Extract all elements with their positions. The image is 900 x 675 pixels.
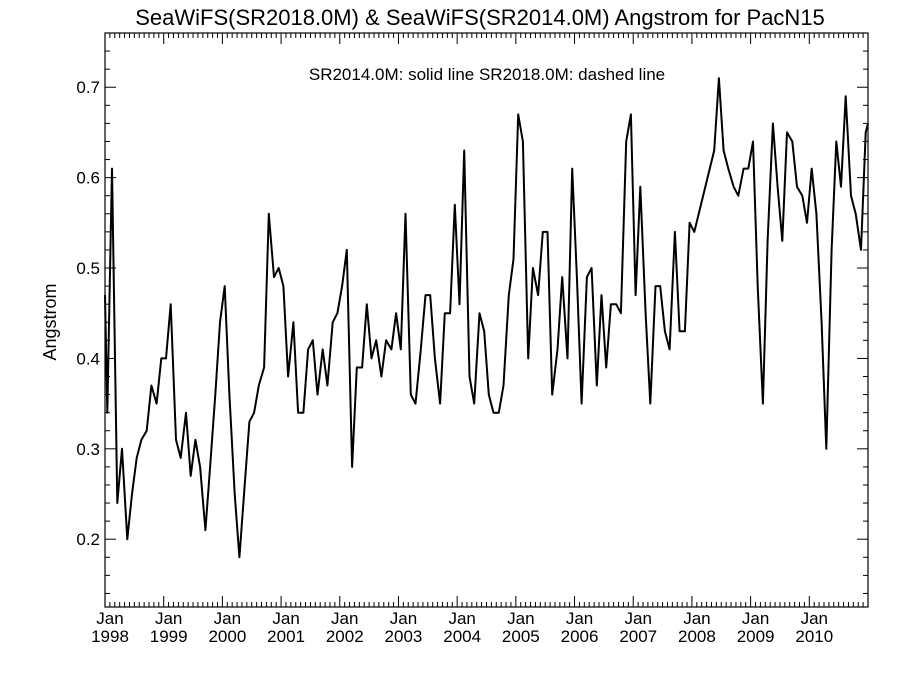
x-tick-label-year: 2008	[678, 627, 716, 646]
x-tick-label-year: 2010	[795, 627, 833, 646]
x-tick-label-month: Jan	[390, 609, 417, 628]
x-tick-label-month: Jan	[625, 609, 652, 628]
x-tick-label-month: Jan	[566, 609, 593, 628]
x-tick-label-year: 2001	[267, 627, 305, 646]
x-tick-label-year: 2007	[619, 627, 657, 646]
x-tick-label-month: Jan	[507, 609, 534, 628]
y-tick-label: 0.3	[76, 440, 100, 459]
x-tick-label-month: Jan	[272, 609, 299, 628]
y-tick-label: 0.5	[76, 259, 100, 278]
x-tick-label-month: Jan	[801, 609, 828, 628]
chart-title: SeaWiFS(SR2018.0M) & SeaWiFS(SR2014.0M) …	[135, 5, 825, 30]
y-tick-label: 0.7	[76, 78, 100, 97]
x-tick-label-year: 2003	[385, 627, 423, 646]
x-tick-label-month: Jan	[742, 609, 769, 628]
line-style-legend: SR2014.0M: solid line SR2018.0M: dashed …	[309, 65, 665, 84]
series-line-solid	[104, 77, 869, 559]
x-tick-label-month: Jan	[331, 609, 358, 628]
x-tick-label-year: 2009	[737, 627, 775, 646]
y-tick-label: 0.2	[76, 530, 100, 549]
x-tick-label-month: Jan	[448, 609, 475, 628]
x-axis-ticks: Jan1998Jan1999Jan2000Jan2001Jan2002Jan20…	[91, 33, 869, 646]
x-tick-label-year: 1998	[91, 627, 129, 646]
series-group	[104, 77, 869, 559]
x-tick-label-year: 2002	[326, 627, 364, 646]
y-axis-label: Angstrom	[40, 283, 60, 360]
x-tick-label-year: 2000	[208, 627, 246, 646]
y-tick-label: 0.6	[76, 169, 100, 188]
y-axis-ticks: 0.2 0.3 0.4 0.5 0.6 0.7	[76, 32, 868, 594]
x-tick-label-month: Jan	[683, 609, 710, 628]
x-tick-label-year: 2006	[561, 627, 599, 646]
x-tick-label-month: Jan	[96, 609, 123, 628]
x-tick-label-year: 1999	[150, 627, 188, 646]
y-tick-label: 0.4	[76, 349, 100, 368]
x-tick-label-year: 2005	[502, 627, 540, 646]
x-tick-label-month: Jan	[214, 609, 241, 628]
x-tick-label-month: Jan	[155, 609, 182, 628]
x-tick-label-year: 2004	[443, 627, 481, 646]
